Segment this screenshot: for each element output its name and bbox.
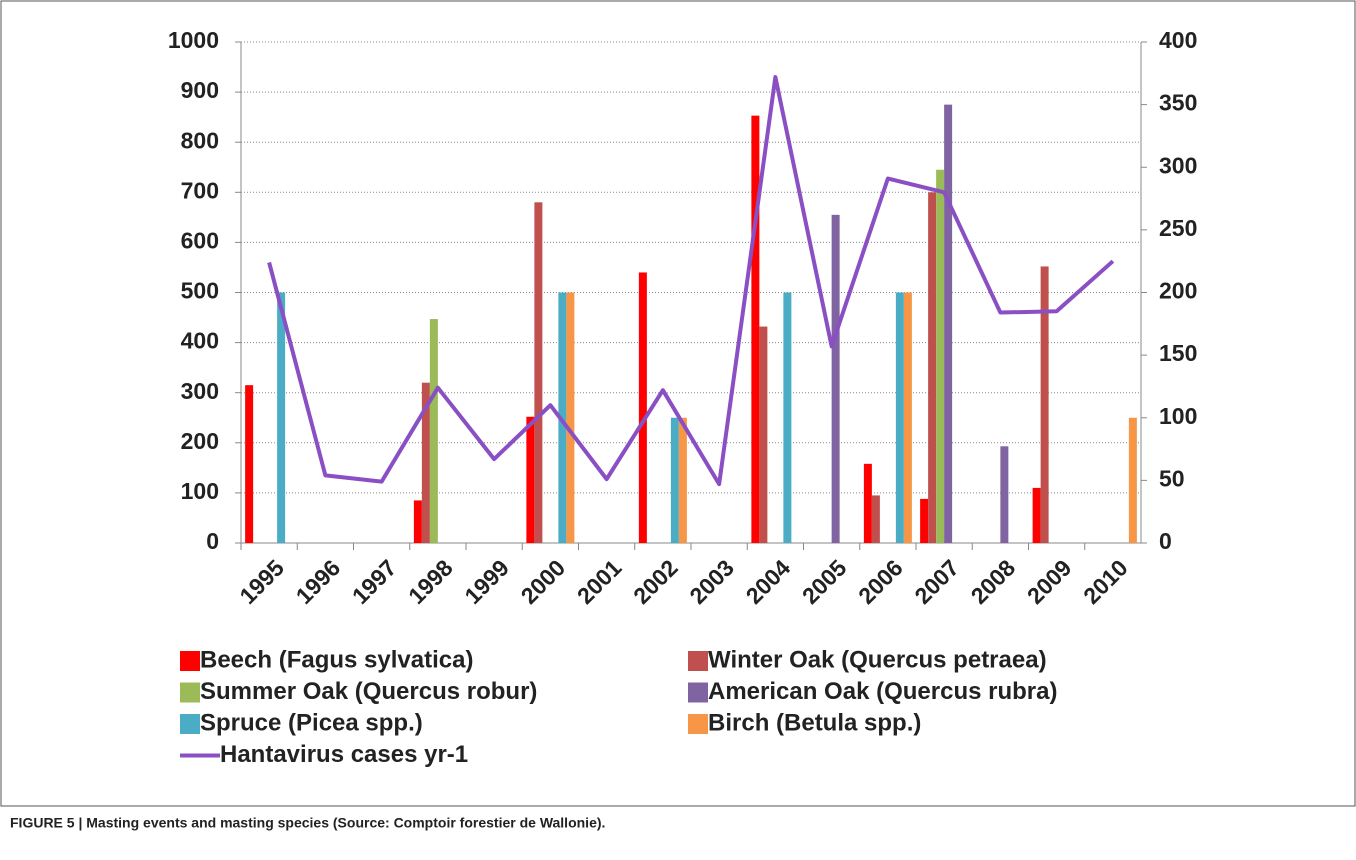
- legend-swatch: [688, 682, 708, 703]
- bar: [245, 385, 254, 543]
- x-tick-label: 2009: [1022, 554, 1077, 609]
- legend-swatch: [688, 651, 708, 671]
- bar: [903, 292, 912, 543]
- bar: [1032, 487, 1041, 543]
- x-tick-label: 2005: [797, 554, 852, 609]
- legend-label: Spruce (Picea spp.): [200, 709, 423, 736]
- x-tick-label: 1996: [291, 554, 346, 609]
- legend-swatch: [688, 714, 708, 734]
- bar: [413, 500, 422, 543]
- bar: [1040, 266, 1049, 543]
- y-tick-label: 600: [181, 227, 219, 253]
- y-tick-label: 900: [181, 77, 219, 103]
- y2-tick-label: 50: [1159, 465, 1185, 491]
- x-tick-label: 1995: [234, 554, 289, 609]
- legend-label: Hantavirus cases yr-1: [220, 741, 468, 768]
- x-tick-label: 2002: [628, 554, 683, 609]
- bar: [944, 104, 953, 543]
- bar: [526, 416, 535, 543]
- bar: [1000, 446, 1009, 543]
- legend-label: Beech (Fagus sylvatica): [200, 646, 473, 673]
- bar: [920, 498, 929, 543]
- x-tick-label: 2000: [516, 554, 571, 609]
- bar: [783, 292, 792, 543]
- x-tick-label: 2008: [966, 554, 1021, 609]
- y-tick-label: 700: [181, 177, 219, 203]
- y2-tick-label: 250: [1159, 215, 1197, 241]
- y2-tick-label: 0: [1159, 528, 1172, 554]
- bar: [678, 417, 687, 543]
- bar: [670, 417, 679, 543]
- bar: [936, 169, 945, 543]
- bar: [534, 202, 543, 543]
- legend-label: Birch (Betula spp.): [708, 709, 921, 736]
- x-tick-label: 2006: [853, 554, 908, 609]
- y-tick-label: 200: [181, 428, 219, 454]
- y-tick-label: 800: [181, 127, 219, 153]
- y-tick-label: 0: [206, 528, 219, 554]
- bar: [429, 319, 438, 543]
- x-tick-label: 1998: [403, 554, 458, 609]
- y2-tick-label: 100: [1159, 403, 1197, 429]
- caption: FIGURE 5 | Masting events and masting sp…: [10, 815, 605, 831]
- bar: [421, 382, 430, 543]
- legend-label: Winter Oak (Quercus petraea): [708, 646, 1047, 673]
- legend-label: Summer Oak (Quercus robur): [200, 678, 537, 705]
- line: [267, 75, 1115, 487]
- y2-tick-label: 350: [1159, 90, 1197, 116]
- legend-swatch: [180, 651, 200, 671]
- bar: [1128, 417, 1137, 543]
- bar: [638, 272, 647, 543]
- y-tick-label: 300: [181, 378, 219, 404]
- x-tick-label: 2007: [909, 554, 964, 609]
- legend-swatch: [180, 714, 200, 734]
- bar: [759, 326, 768, 543]
- x-tick-label: 1999: [459, 554, 514, 609]
- legend-label: American Oak (Quercus rubra): [708, 678, 1057, 705]
- y-tick-label: 1000: [168, 27, 219, 53]
- x-tick-label: 2003: [684, 554, 739, 609]
- y2-tick-label: 400: [1159, 27, 1197, 53]
- bar: [277, 292, 286, 543]
- x-tick-label: 2010: [1078, 554, 1133, 609]
- bar: [928, 192, 937, 544]
- x-tick-label: 2004: [741, 554, 796, 609]
- bar: [895, 292, 904, 543]
- y2-tick-label: 300: [1159, 152, 1197, 178]
- bar: [566, 292, 575, 543]
- frame: [0, 0, 1356, 807]
- bar: [863, 463, 872, 543]
- y-tick-label: 100: [181, 478, 219, 504]
- y-tick-label: 500: [181, 278, 219, 304]
- y2-tick-label: 200: [1159, 278, 1197, 304]
- bar: [831, 214, 840, 543]
- y-tick-label: 400: [181, 328, 219, 354]
- x-tick-label: 2001: [572, 554, 627, 609]
- y2-tick-label: 150: [1159, 340, 1197, 366]
- bar: [871, 495, 880, 543]
- legend-swatch: [180, 682, 200, 703]
- bar: [751, 115, 760, 543]
- x-tick-label: 1997: [347, 554, 402, 609]
